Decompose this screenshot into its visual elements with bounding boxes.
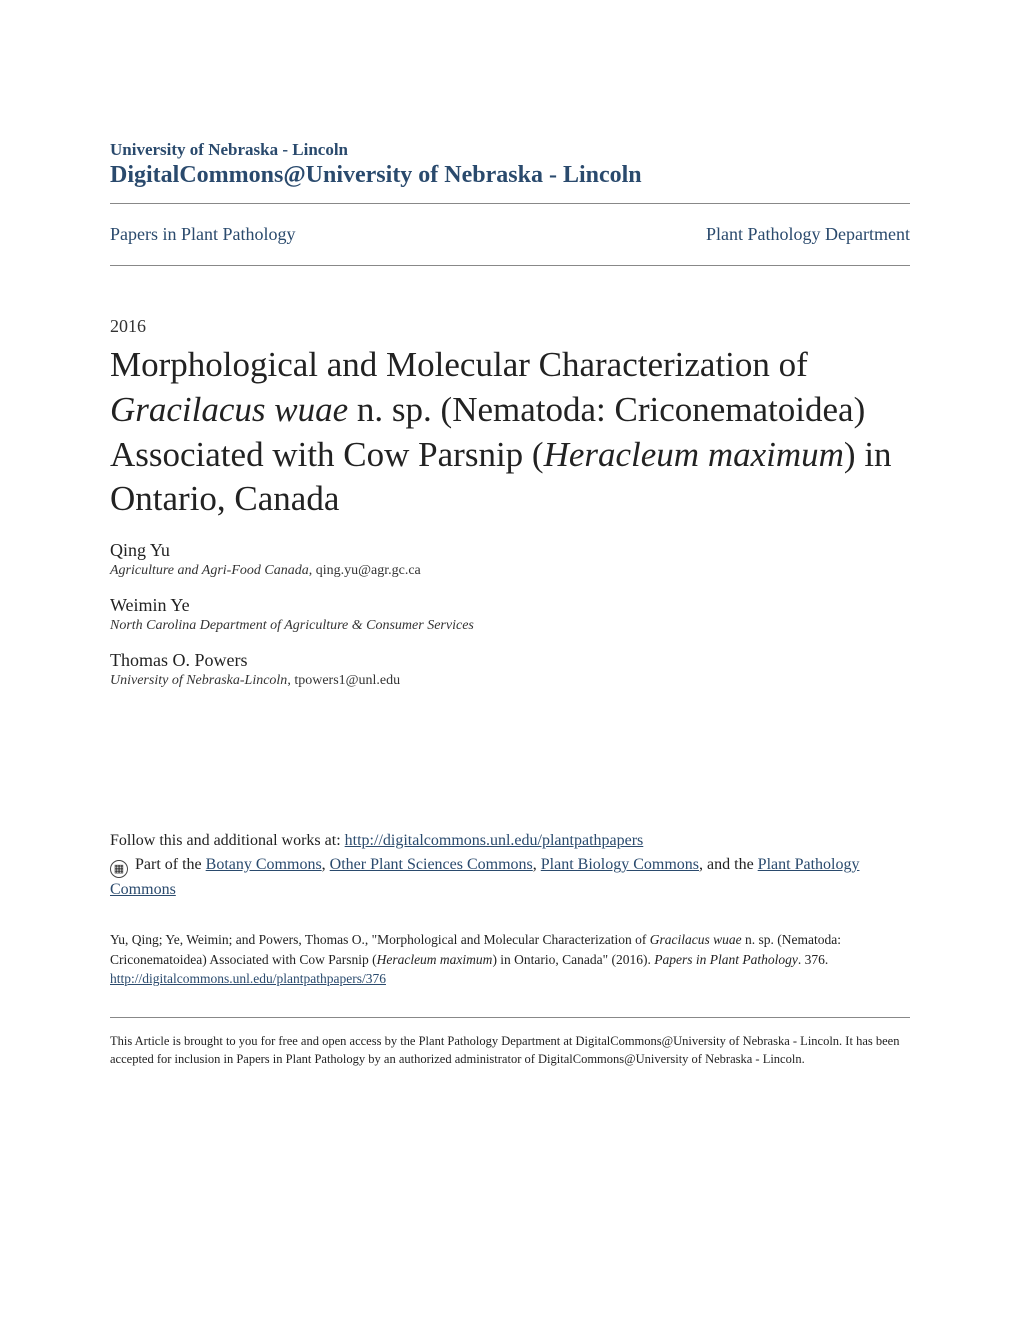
- author-name: Weimin Ye: [110, 595, 910, 616]
- commons-links: Botany Commons, Other Plant Sciences Com…: [206, 856, 699, 873]
- citation-italic: Papers in Plant Pathology: [654, 952, 798, 967]
- partof-lead: Part of the: [135, 856, 206, 873]
- commons-link[interactable]: Plant Biology Commons: [541, 856, 699, 873]
- author-affiliation-line: Agriculture and Agri-Food Canada, qing.y…: [110, 561, 910, 579]
- author-affiliation: North Carolina Department of Agriculture…: [110, 618, 474, 633]
- author-email: , tpowers1@unl.edu: [287, 673, 400, 688]
- citation-text: ) in Ontario, Canada" (2016).: [492, 952, 654, 967]
- authors-block: Qing YuAgriculture and Agri-Food Canada,…: [110, 540, 910, 689]
- author-email: , qing.yu@agr.gc.ca: [309, 563, 421, 578]
- author-block: Weimin Ye North Carolina Department of Ag…: [110, 595, 910, 634]
- citation-text: Yu, Qing; Ye, Weimin; and Powers, Thomas…: [110, 932, 650, 947]
- footer-note: This Article is brought to you for free …: [110, 1017, 910, 1068]
- commons-link[interactable]: Botany Commons: [206, 856, 322, 873]
- follow-lead: Follow this and additional works at:: [110, 832, 345, 849]
- citation-text: . 376.: [798, 952, 828, 967]
- and-the: , and the: [699, 856, 758, 873]
- collection-link[interactable]: Papers in Plant Pathology: [110, 224, 296, 245]
- follow-section: Follow this and additional works at: htt…: [110, 829, 910, 902]
- commons-link[interactable]: Other Plant Sciences Commons: [330, 856, 533, 873]
- department-link[interactable]: Plant Pathology Department: [706, 224, 910, 245]
- title-italic-species: Gracilacus wuae: [110, 390, 348, 429]
- repository-name[interactable]: DigitalCommons@University of Nebraska - …: [110, 162, 910, 189]
- author-affiliation: University of Nebraska-Lincoln: [110, 673, 287, 688]
- author-affiliation-line: North Carolina Department of Agriculture…: [110, 616, 910, 634]
- publication-year: 2016: [110, 316, 910, 337]
- title-italic-host: Heracleum maximum: [544, 435, 844, 474]
- paper-title: Morphological and Molecular Characteriza…: [110, 343, 910, 522]
- divider: [110, 265, 910, 266]
- author-block: Thomas O. PowersUniversity of Nebraska-L…: [110, 650, 910, 689]
- follow-line: Follow this and additional works at: htt…: [110, 829, 910, 853]
- recommended-citation: Yu, Qing; Ye, Weimin; and Powers, Thomas…: [110, 930, 910, 989]
- author-affiliation: Agriculture and Agri-Food Canada: [110, 563, 309, 578]
- citation-italic: Heracleum maximum: [377, 952, 493, 967]
- publication-row: Papers in Plant Pathology Plant Patholog…: [110, 204, 910, 265]
- follow-url-link[interactable]: http://digitalcommons.unl.edu/plantpathp…: [345, 832, 644, 849]
- partof-line: ▦ Part of the Botany Commons, Other Plan…: [110, 853, 910, 902]
- author-name: Thomas O. Powers: [110, 650, 910, 671]
- citation-link[interactable]: http://digitalcommons.unl.edu/plantpathp…: [110, 971, 386, 986]
- header-block: University of Nebraska - Lincoln Digital…: [110, 140, 910, 266]
- network-icon: ▦: [110, 860, 128, 878]
- author-name: Qing Yu: [110, 540, 910, 561]
- citation-italic: Gracilacus wuae: [650, 932, 742, 947]
- institution-name: University of Nebraska - Lincoln: [110, 140, 910, 160]
- author-affiliation-line: University of Nebraska-Lincoln, tpowers1…: [110, 671, 910, 689]
- author-block: Qing YuAgriculture and Agri-Food Canada,…: [110, 540, 910, 579]
- title-text: Morphological and Molecular Characteriza…: [110, 345, 808, 384]
